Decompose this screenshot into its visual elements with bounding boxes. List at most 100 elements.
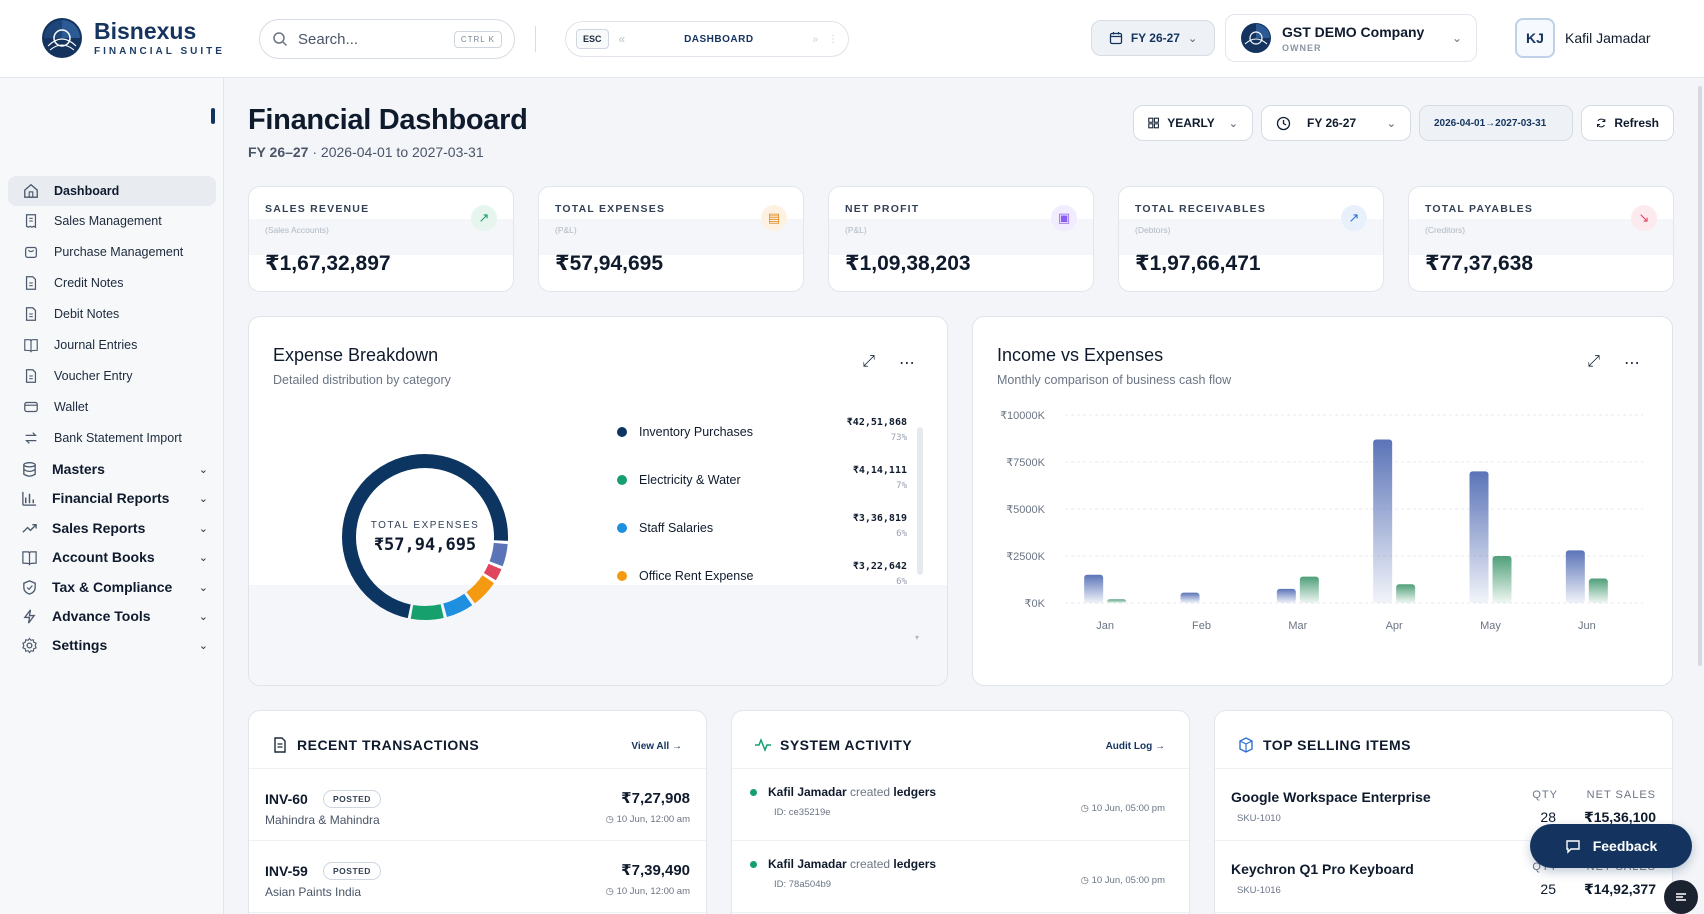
kpi-card-band <box>249 219 513 255</box>
box-icon <box>1239 737 1253 753</box>
activity-icon <box>755 737 771 753</box>
more-options-icon[interactable]: ⋯ <box>899 355 915 372</box>
y-tick-label: ₹2500K <box>1006 551 1045 563</box>
fy-selector[interactable]: FY 26-27 ⌄ <box>1091 20 1215 56</box>
page-date-range: 2026-04-01 to 2027-03-31 <box>320 144 484 160</box>
donut-segment-other-2[interactable] <box>337 449 513 625</box>
more-options-icon[interactable]: ⋯ <box>1624 355 1640 372</box>
sidebar-item-credit-notes[interactable]: Credit Notes <box>8 268 216 298</box>
sidebar-group-settings[interactable]: Settings ⌄ <box>8 630 216 660</box>
sidebar-item-sales-management[interactable]: Sales Management <box>8 206 216 236</box>
bar-jan-series-1[interactable] <box>1084 574 1104 603</box>
bar-jun-series-1[interactable] <box>1565 550 1585 603</box>
legend-item[interactable]: Staff Salaries ₹3,36,819 6% <box>617 509 907 549</box>
arrow-up-right-icon: ↗ <box>1341 205 1367 231</box>
list-item[interactable]: Kafil Jamadar created ledgers ID: 78a504b… <box>732 841 1189 913</box>
list-item[interactable]: Kafil Jamadar created ledgers ID: ce35219… <box>732 769 1189 841</box>
legend-scrollbar[interactable] <box>917 427 923 575</box>
sidebar-item-wallet[interactable]: Wallet <box>8 392 216 422</box>
transaction-party: Asian Paints India <box>265 885 362 899</box>
transaction-id: INV-59 <box>265 863 308 879</box>
brand-tagline: FINANCIAL SUITE <box>94 46 225 57</box>
legend-item[interactable]: Inventory Purchases ₹42,51,868 73% <box>617 413 907 453</box>
brand-logo[interactable]: Bisnexus FINANCIAL SUITE <box>40 16 225 60</box>
table-row[interactable]: Google Workspace Enterprise SKU-1010 QTY 28… <box>1215 769 1672 841</box>
bar-may-series-1[interactable] <box>1469 471 1489 603</box>
more-icon[interactable]: ⋮ <box>828 33 838 45</box>
page-fy: FY 26–27 <box>248 144 309 160</box>
top-bar: Bisnexus FINANCIAL SUITE Search... CTRL … <box>0 0 1704 78</box>
status-dot <box>750 861 757 868</box>
y-tick-label: ₹7500K <box>1006 457 1045 469</box>
document-icon <box>22 367 40 385</box>
user-menu[interactable]: KJ Kafil Jamadar <box>1515 18 1651 58</box>
document-icon <box>22 305 40 323</box>
period-select[interactable]: YEARLY ⌄ <box>1133 105 1253 141</box>
arrow-down-right-icon: ↘ <box>1631 205 1657 231</box>
expand-icon[interactable]: ⤢ <box>1587 353 1600 370</box>
expense-title: Expense Breakdown <box>273 345 439 365</box>
feedback-button[interactable]: Feedback <box>1530 824 1692 868</box>
view-all-link[interactable]: View All → <box>631 741 682 752</box>
scroll-down-icon[interactable]: ▾ <box>915 633 920 642</box>
legend-percent: 6% <box>896 577 907 587</box>
fy-select[interactable]: FY 26-27 ⌄ <box>1261 105 1411 141</box>
search-input[interactable]: Search... <box>298 30 359 48</box>
bar-mar-series-2[interactable] <box>1299 576 1319 603</box>
esc-button[interactable]: ESC <box>576 29 609 49</box>
feedback-label: Feedback <box>1592 838 1658 854</box>
refresh-button[interactable]: Refresh <box>1581 105 1674 141</box>
sidebar-item-bank-statement-import[interactable]: Bank Statement Import <box>8 423 216 453</box>
company-switcher[interactable]: GST DEMO Company OWNER ⌄ <box>1225 14 1477 62</box>
sidebar-group-sales-reports[interactable]: Sales Reports ⌄ <box>8 513 216 543</box>
income-vs-expenses-panel: Income vs Expenses Monthly comparison of… <box>972 316 1673 686</box>
legend-item[interactable]: Electricity & Water ₹4,14,111 7% <box>617 461 907 501</box>
search-box[interactable]: Search... CTRL K <box>259 19 515 59</box>
date-range-chip[interactable]: 2026-04-01→2027-03-31 <box>1419 105 1573 141</box>
bar-jan-series-2[interactable] <box>1107 599 1127 603</box>
avatar[interactable]: KJ <box>1515 18 1555 58</box>
bar-may-series-2[interactable] <box>1492 556 1512 603</box>
bar-jun-series-2[interactable] <box>1588 578 1608 603</box>
sidebar-group-advance-tools[interactable]: Advance Tools ⌄ <box>8 601 216 631</box>
page-scrollbar[interactable] <box>1698 86 1702 666</box>
table-row[interactable]: INV-60 POSTED Mahindra & Mahindra ₹7,27,908… <box>249 769 706 841</box>
sidebar-item-debit-notes[interactable]: Debit Notes <box>8 299 216 329</box>
card-title: TOP SELLING ITEMS <box>1263 737 1412 753</box>
card-title: RECENT TRANSACTIONS <box>297 737 480 753</box>
kpi-source: (Sales Accounts) <box>265 225 329 235</box>
sidebar-item-label: Wallet <box>54 400 89 414</box>
receipt-icon: ▤ <box>761 205 787 231</box>
kpi-card: TOTAL PAYABLES (Creditors) ₹77,37,638 ↘ <box>1408 186 1674 292</box>
legend-dot <box>617 427 627 437</box>
sidebar-item-journal-entries[interactable]: Journal Entries <box>8 330 216 360</box>
sidebar-group-financial-reports[interactable]: Financial Reports ⌄ <box>8 483 216 513</box>
forward-double-icon[interactable]: » <box>812 33 818 45</box>
audit-log-link[interactable]: Audit Log → <box>1106 741 1165 752</box>
chevron-down-icon: ⌄ <box>1187 32 1198 45</box>
page-title: Financial Dashboard <box>248 104 528 136</box>
sidebar-group-account-books[interactable]: Account Books ⌄ <box>8 542 216 572</box>
sidebar-item-purchase-management[interactable]: Purchase Management <box>8 237 216 267</box>
legend-item[interactable]: Office Rent Expense ₹3,22,642 6% <box>617 557 907 597</box>
bar-apr-series-2[interactable] <box>1396 584 1416 603</box>
receipt-icon <box>22 212 40 230</box>
assistant-button[interactable] <box>1664 880 1698 914</box>
sidebar-item-dashboard[interactable]: Dashboard <box>8 176 216 206</box>
calendar-icon <box>1109 32 1122 45</box>
chat-icon <box>1566 840 1580 854</box>
back-double-icon[interactable]: « <box>618 32 626 46</box>
chevron-down-icon: ⌄ <box>198 581 208 594</box>
audit-log-label: Audit Log <box>1105 741 1153 752</box>
activity-time-text: 10 Jun, 05:00 pm <box>1091 803 1165 814</box>
expand-icon[interactable]: ⤢ <box>862 353 875 370</box>
bar-mar-series-1[interactable] <box>1276 588 1296 603</box>
sidebar-item-voucher-entry[interactable]: Voucher Entry <box>8 361 216 391</box>
chevron-down-icon: ⌄ <box>1451 31 1462 45</box>
bar-feb-series-1[interactable] <box>1180 592 1200 603</box>
sidebar-group-masters[interactable]: Masters ⌄ <box>8 454 216 484</box>
bar-apr-series-1[interactable] <box>1373 439 1393 603</box>
donut-segment-inventory[interactable] <box>337 449 513 625</box>
table-row[interactable]: INV-59 POSTED Asian Paints India ₹7,39,490 ◷… <box>249 841 706 913</box>
sidebar-group-tax-compliance[interactable]: Tax & Compliance ⌄ <box>8 572 216 602</box>
